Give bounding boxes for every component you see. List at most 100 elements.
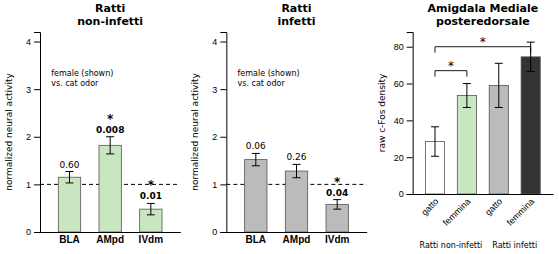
- error-bar: [65, 172, 73, 183]
- error-bar-line: [431, 127, 439, 156]
- annotation-line: vs. cat odor: [238, 79, 286, 88]
- tick: 4: [26, 37, 40, 47]
- y-axis-title: raw c-Fos density: [377, 73, 387, 152]
- tick-mark: [34, 184, 40, 185]
- tick: 0: [26, 227, 40, 237]
- title: Amigdala Medialeposteredorsale: [428, 2, 539, 28]
- panel: 0 20 40 60 80 gattofemminagattofemmina raw c-F…: [377, 2, 554, 250]
- plot-area: [40, 137, 180, 232]
- tick-mark: [34, 137, 40, 138]
- tick-mark: [220, 89, 226, 90]
- title: Rattiinfetti: [277, 2, 315, 28]
- x-axis: BLA AMpd IVdm: [41, 232, 181, 245]
- bar: [285, 171, 307, 232]
- error-bar-line: [293, 164, 301, 177]
- plot-area: [226, 153, 366, 232]
- tick: 20: [394, 153, 413, 163]
- axis-line: [407, 33, 414, 195]
- significance-label: *: [334, 175, 341, 189]
- annotation-line: female (shown): [238, 69, 300, 78]
- title-line: Ratti: [281, 2, 311, 15]
- title-line: posteredorsale: [436, 15, 530, 28]
- tick-mark: [407, 194, 413, 195]
- tick-label: gatto: [419, 196, 440, 217]
- tick-label: 0: [399, 189, 404, 199]
- x-axis: BLA AMpd IVdm: [227, 232, 367, 245]
- tick-label: 4: [212, 37, 217, 47]
- tick-mark: [220, 184, 226, 185]
- tick: AMpd: [283, 232, 311, 245]
- tick-mark: [407, 157, 413, 158]
- bar: [457, 96, 476, 194]
- tick-mark: [407, 84, 413, 85]
- bar: [58, 177, 80, 232]
- tick: 60: [394, 79, 413, 89]
- tick: BLA: [246, 232, 267, 245]
- title-line: infetti: [277, 15, 315, 28]
- axis-line: [41, 232, 181, 233]
- title-line: Amigdala Mediale: [428, 2, 539, 15]
- y-axis: 0 20 40 60 80: [394, 33, 414, 200]
- tick: AMpd: [96, 232, 124, 245]
- tick-mark: [407, 47, 413, 48]
- p-value-label: 0.60: [59, 160, 79, 170]
- error-bar: [252, 153, 260, 165]
- error-bar-line: [252, 153, 260, 165]
- significance-label: *: [107, 112, 114, 126]
- bar: [521, 57, 540, 194]
- tick: 1: [26, 180, 40, 190]
- tick-label: 20: [394, 153, 404, 163]
- tick: gatto: [419, 194, 440, 217]
- tick: 80: [394, 42, 413, 52]
- tick-label: BLA: [246, 234, 267, 245]
- error-bar: [333, 200, 341, 210]
- error-bar: [293, 164, 301, 177]
- group-label: Ratti non-infetti: [420, 241, 483, 250]
- tick: BLA: [59, 232, 80, 245]
- tick: femmina: [441, 194, 472, 228]
- tick-label: 80: [394, 42, 404, 52]
- error-bar-line: [65, 172, 73, 183]
- y-axis: 0 1 2 3 4: [26, 33, 41, 238]
- title-line: Ratti: [95, 2, 125, 15]
- tick-label: 2: [26, 132, 31, 142]
- y-axis-title: normalized neural activity: [190, 73, 200, 191]
- tick-label: 3: [212, 85, 217, 95]
- bar: [245, 160, 267, 232]
- p-value-label: 0.04: [326, 188, 348, 198]
- tick-mark: [220, 42, 226, 43]
- tick-label: IVdm: [325, 234, 350, 245]
- title-line: non-infetti: [77, 15, 143, 28]
- significance-label: *: [480, 35, 486, 49]
- group-label: Ratti infetti: [492, 241, 537, 250]
- tick-label: femmina: [441, 196, 472, 227]
- axis-line: [220, 33, 227, 233]
- p-value-label: 0.06: [246, 141, 266, 151]
- tick-label: 0: [26, 227, 31, 237]
- tick-label: 60: [394, 79, 404, 89]
- p-value-label: 0.008: [96, 125, 124, 135]
- bar: [99, 145, 121, 232]
- tick: 2: [212, 132, 226, 142]
- error-bar-line: [106, 137, 114, 154]
- panel: 0 1 2 3 4 BLA AMpd IVdm normalized neural activi…: [4, 2, 181, 245]
- tick-label: 2: [212, 132, 217, 142]
- p-value-label: 0.26: [286, 152, 306, 162]
- tick: 40: [394, 116, 413, 126]
- error-bar-line: [463, 84, 471, 108]
- error-bar: [495, 63, 503, 107]
- plot-area: [425, 42, 540, 194]
- annotation: female (shown)vs. cat odor: [238, 69, 300, 88]
- error-bar-line: [495, 63, 503, 107]
- tick: IVdm: [139, 232, 164, 245]
- tick-label: 1: [212, 180, 217, 190]
- x-axis: gattofemminagattofemmina: [413, 194, 553, 228]
- tick-label: BLA: [59, 234, 80, 245]
- y-axis-title: normalized neural activity: [4, 73, 14, 191]
- error-bar: [431, 127, 439, 156]
- tick: 3: [26, 85, 40, 95]
- tick-label: 0: [212, 227, 217, 237]
- tick: 0: [399, 189, 413, 199]
- annotation-line: vs. cat odor: [51, 79, 99, 88]
- tick-label: 3: [26, 85, 31, 95]
